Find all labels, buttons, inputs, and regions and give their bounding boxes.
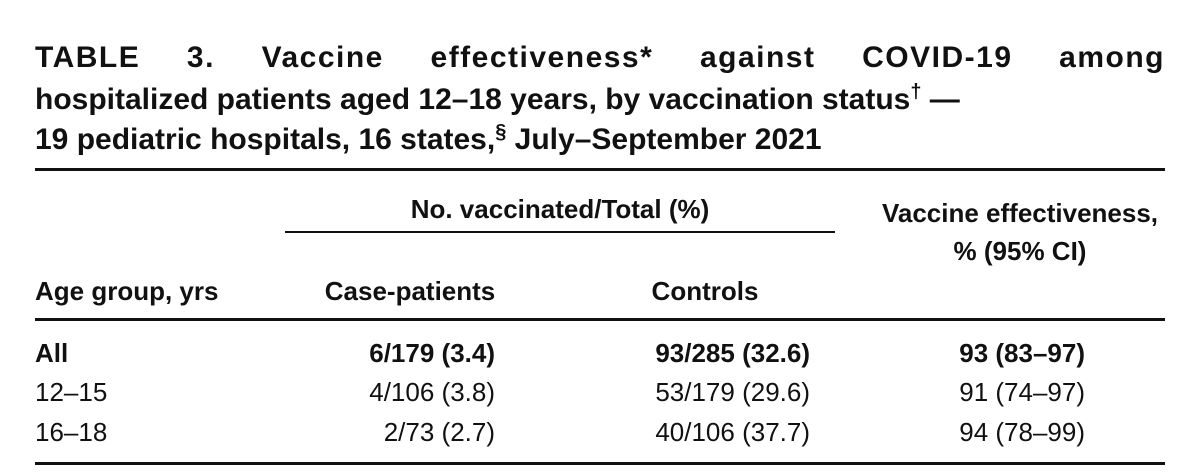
- table-cell: 12–15: [35, 377, 108, 407]
- column-header: Case-patients: [324, 276, 496, 306]
- title-line: 19 pediatric hospitals, 16 states,§ July…: [35, 120, 822, 160]
- top-rule: [35, 168, 1165, 171]
- table-cell: 2/73 (2.7): [383, 417, 495, 447]
- footnote-mark: †: [910, 81, 922, 103]
- table-cell: 16–18: [35, 417, 108, 447]
- title-text: hospitalized patients aged 12–18 years, …: [35, 83, 911, 116]
- title-text: —: [921, 83, 960, 116]
- table-cell: 93/285 (32.6): [655, 338, 810, 368]
- column-header: Controls: [651, 276, 759, 306]
- bottom-rule: [35, 462, 1165, 465]
- table-cell: All: [35, 338, 69, 368]
- title-text: 19 pediatric hospitals, 16 states,: [35, 123, 496, 156]
- table-cell: 6/179 (3.4): [369, 338, 495, 368]
- title-text: July–September 2021: [506, 123, 822, 156]
- table-cell: 4/106 (3.8): [369, 377, 495, 407]
- table-cell: 94 (78–99): [959, 417, 1085, 447]
- table-cell: 93 (83–97): [959, 338, 1085, 368]
- title-line: TABLE 3. Vaccine effectiveness* against …: [35, 41, 1165, 74]
- table-cell: 53/179 (29.6): [655, 377, 810, 407]
- spanner-header: No. vaccinated/Total (%): [410, 194, 710, 224]
- header-rule: [35, 318, 1165, 321]
- column-header: Vaccine effectiveness, % (95% CI): [881, 198, 1159, 266]
- table-cell: 91 (74–97): [959, 377, 1085, 407]
- title-line: hospitalized patients aged 12–18 years, …: [35, 80, 960, 120]
- column-header: Age group, yrs: [35, 276, 219, 306]
- table-cell: 40/106 (37.7): [655, 417, 810, 447]
- spanner-rule: [285, 231, 835, 233]
- footnote-mark: §: [495, 121, 507, 143]
